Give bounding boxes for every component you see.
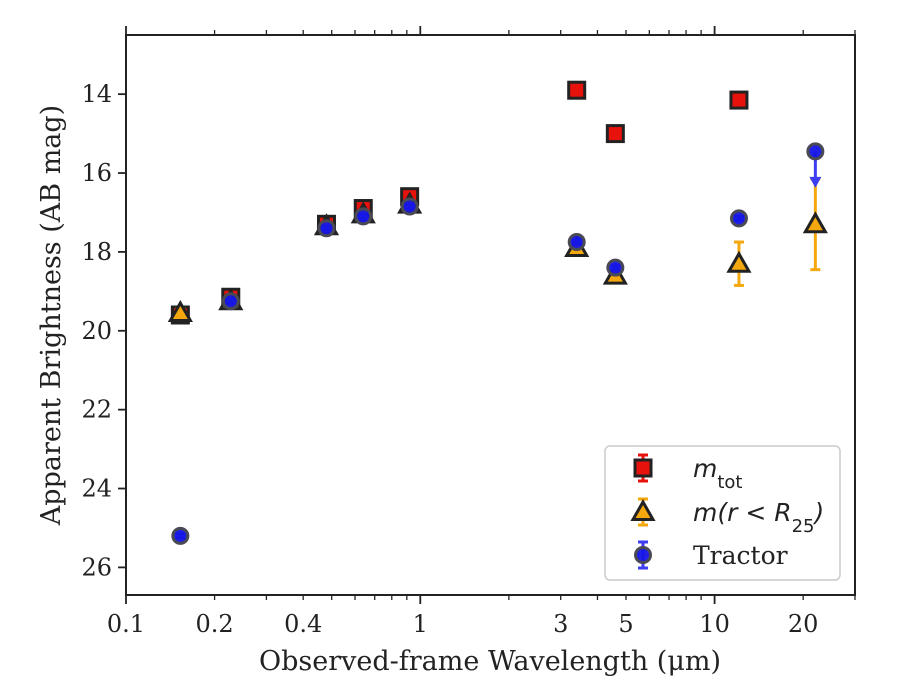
y-tick-label: 18 — [81, 238, 112, 266]
legend-marker-mR25 — [630, 498, 656, 521]
y-tick-label: 20 — [81, 317, 112, 345]
x-axis-ticks: 0.1 0.2 0.4 1 3 5 10 20 — [107, 26, 856, 638]
y-tick-label: 22 — [81, 396, 112, 424]
point-mtot — [605, 124, 625, 144]
x-tick-label: 0.1 — [107, 610, 145, 638]
legend-item-tractor: Tractor — [634, 540, 788, 570]
y-tick-label: 14 — [81, 80, 112, 108]
legend: mtot m(r < R25) Tractor — [604, 445, 841, 581]
y-axis-label: Apparent Brightness (AB mag) — [36, 105, 67, 526]
y-axis-ticks: 14 16 18 20 22 24 26 — [81, 80, 126, 581]
legend-label-sub: tot — [717, 472, 742, 493]
x-tick-label: 5 — [618, 610, 633, 638]
upper-limit-arrow — [809, 176, 822, 188]
legend-label-main: m(r < R — [693, 498, 792, 527]
point-mtot — [567, 80, 587, 100]
point-tractor — [806, 142, 825, 161]
legend-label-tractor: Tractor — [693, 541, 788, 570]
legend-label-mR25: m(r < R25) — [693, 498, 824, 537]
point-tractor — [606, 258, 625, 277]
x-tick-label: 3 — [553, 610, 568, 638]
legend-label-sub: 25 — [792, 516, 815, 537]
legend-marker-tractor — [634, 546, 652, 564]
legend-marker-mtot — [633, 458, 653, 478]
point-tractor — [317, 219, 336, 238]
x-tick-label: 10 — [699, 610, 730, 638]
point-mtot — [729, 90, 749, 110]
legend-item-mtot: mtot — [633, 453, 743, 493]
point-tractor — [221, 292, 240, 311]
point-tractor — [354, 207, 373, 226]
plot-frame — [125, 34, 856, 596]
x-tick-label: 20 — [788, 610, 819, 638]
point-mR25 — [167, 300, 193, 323]
y-tick-label: 24 — [81, 475, 112, 503]
legend-items: mtot m(r < R25) Tractor — [630, 453, 824, 570]
data-marks — [167, 80, 828, 545]
point-tractor — [400, 197, 419, 216]
legend-item-mR25: m(r < R25) — [630, 497, 824, 537]
y-tick-label: 26 — [81, 553, 112, 581]
x-tick-label: 0.2 — [196, 610, 234, 638]
point-mR25 — [802, 211, 828, 234]
point-tractor — [729, 209, 748, 228]
legend-label-tail: ) — [813, 498, 825, 527]
legend-label-main: m — [693, 454, 717, 483]
x-axis-label: Observed-frame Wavelength (μm) — [259, 646, 721, 677]
x-tick-label: 0.4 — [284, 610, 322, 638]
x-tick-label: 1 — [413, 610, 428, 638]
y-tick-label: 16 — [81, 159, 112, 187]
point-tractor — [567, 233, 586, 252]
series-tractor — [171, 142, 825, 545]
point-mR25 — [726, 250, 752, 273]
legend-label-mtot: mtot — [693, 454, 743, 493]
legend-frame — [604, 445, 841, 581]
point-tractor — [171, 526, 190, 545]
